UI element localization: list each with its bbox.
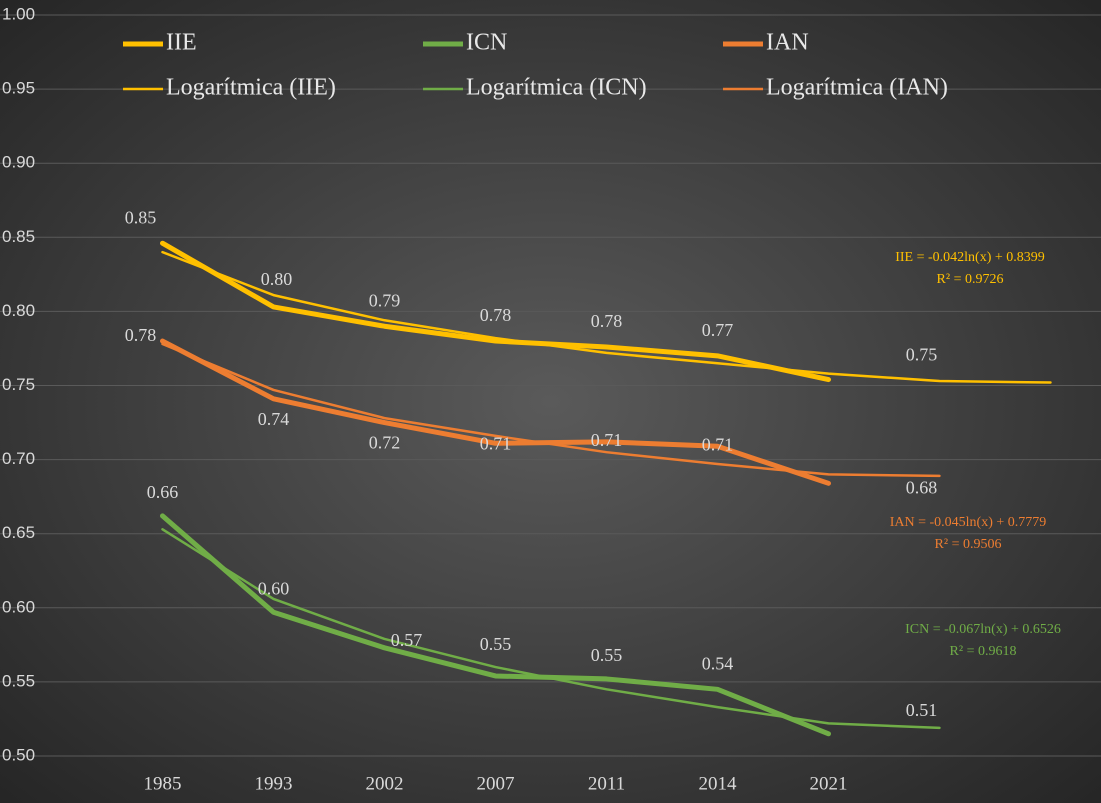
data-label: 0.71 bbox=[480, 433, 512, 453]
data-label: 0.80 bbox=[261, 269, 293, 289]
data-label: 0.78 bbox=[125, 325, 157, 345]
y-tick-label: 0.60 bbox=[2, 597, 35, 616]
data-label: 0.60 bbox=[258, 578, 290, 598]
y-tick-label: 0.50 bbox=[2, 745, 35, 764]
y-tick-label: 0.55 bbox=[2, 671, 35, 690]
legend-label: IIE bbox=[166, 30, 197, 56]
legend-label: Logarítmica (ICN) bbox=[466, 75, 647, 101]
series-line bbox=[160, 513, 831, 737]
data-label: 0.78 bbox=[591, 311, 623, 331]
data-label: 0.77 bbox=[702, 320, 734, 340]
x-tick-label: 1993 bbox=[255, 773, 293, 794]
trend-equation: ICN = -0.067ln(x) + 0.6526 bbox=[905, 622, 1061, 637]
legend-label: IAN bbox=[766, 30, 809, 56]
x-tick-label: 1985 bbox=[144, 773, 182, 794]
series-line bbox=[160, 338, 831, 486]
x-tick-label: 2021 bbox=[810, 773, 848, 794]
x-tick-label: 2002 bbox=[366, 773, 404, 794]
x-tick-label: 2007 bbox=[477, 773, 515, 794]
trendline bbox=[161, 250, 1052, 384]
data-label: 0.74 bbox=[258, 409, 290, 429]
data-label: 0.71 bbox=[591, 430, 623, 450]
trend-r-squared: R² = 0.9618 bbox=[950, 644, 1017, 659]
data-label: 0.79 bbox=[369, 290, 401, 310]
trend-r-squared: R² = 0.9506 bbox=[935, 537, 1002, 552]
data-label: 0.78 bbox=[480, 305, 512, 325]
data-label: 0.75 bbox=[906, 345, 938, 365]
y-tick-label: 0.80 bbox=[2, 301, 35, 320]
legend-label: Logarítmica (IIE) bbox=[166, 75, 336, 101]
data-label: 0.51 bbox=[906, 700, 938, 720]
data-label: 0.66 bbox=[147, 482, 179, 502]
data-label: 0.55 bbox=[591, 645, 623, 665]
legend-label: ICN bbox=[466, 30, 507, 56]
legend-label: Logarítmica (IAN) bbox=[766, 75, 948, 101]
series-line bbox=[160, 240, 831, 383]
y-tick-label: 0.65 bbox=[2, 523, 35, 542]
trend-equation: IAN = -0.045ln(x) + 0.7779 bbox=[890, 515, 1047, 530]
y-tick-label: 0.75 bbox=[2, 375, 35, 394]
y-tick-label: 0.85 bbox=[2, 227, 35, 246]
data-label: 0.54 bbox=[702, 653, 734, 673]
trend-r-squared: R² = 0.9726 bbox=[937, 272, 1004, 287]
data-label: 0.71 bbox=[702, 434, 734, 454]
data-label: 0.68 bbox=[906, 477, 938, 497]
trend-equation: IIE = -0.042ln(x) + 0.8399 bbox=[895, 250, 1045, 265]
x-tick-label: 2011 bbox=[588, 773, 625, 794]
data-label: 0.85 bbox=[125, 207, 157, 227]
y-tick-label: 0.90 bbox=[2, 153, 35, 172]
y-tick-label: 1.00 bbox=[2, 4, 35, 23]
data-label: 0.72 bbox=[369, 433, 401, 453]
data-label: 0.57 bbox=[391, 630, 423, 650]
y-tick-label: 0.95 bbox=[2, 79, 35, 98]
y-tick-label: 0.70 bbox=[2, 449, 35, 468]
x-tick-label: 2014 bbox=[699, 773, 738, 794]
data-label: 0.55 bbox=[480, 634, 512, 654]
